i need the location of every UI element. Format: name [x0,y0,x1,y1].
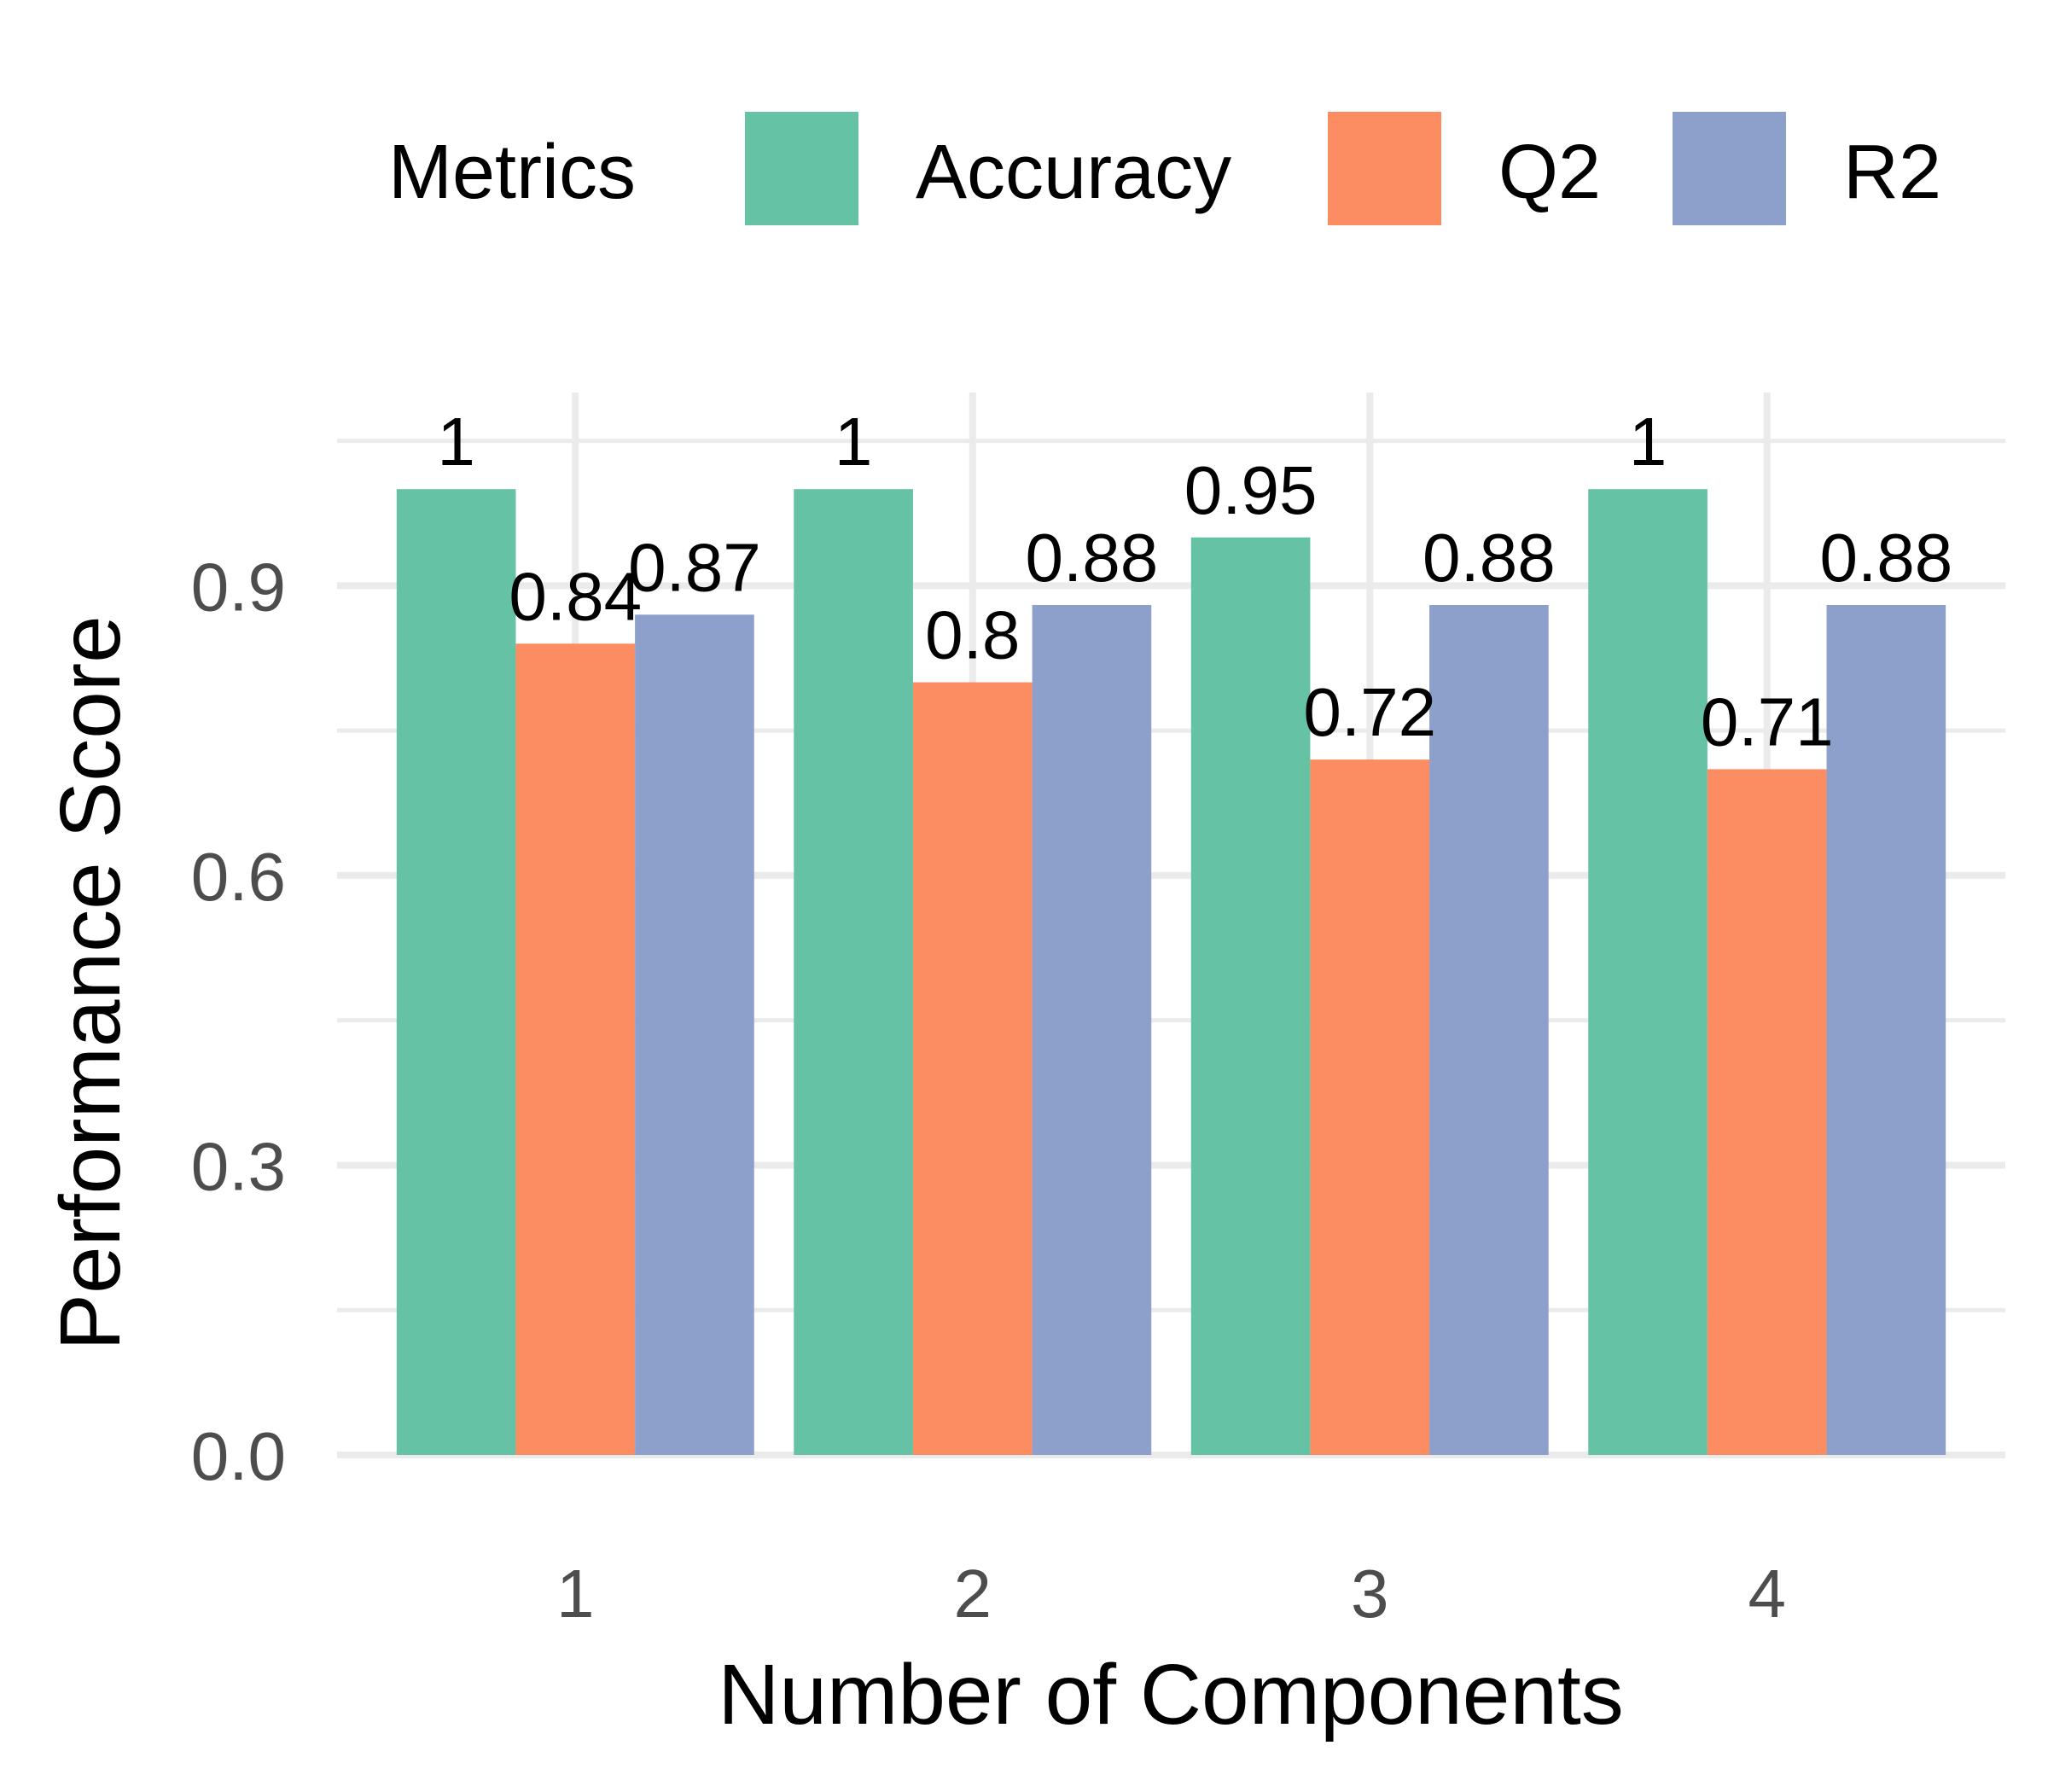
data-label: 0.88 [1820,520,1953,596]
data-label: 0.8 [925,597,1020,673]
y-axis-title: Performance Score [43,615,138,1350]
axis-ticks: 0.0 0.3 0.6 0.9 1 2 3 4 [191,549,1786,1632]
bar-r2-1 [635,614,754,1455]
legend-key-r2 [1673,112,1786,225]
legend-key-q2 [1328,112,1441,225]
data-label: 1 [437,404,475,480]
bar-r2-2 [1032,605,1152,1455]
data-label: 0.87 [628,529,761,605]
legend-key-accuracy [745,112,858,225]
bar-accuracy-3 [1190,537,1311,1455]
y-tick-label: 0.9 [191,549,286,625]
bar-q2-1 [515,643,636,1455]
bar-q2-4 [1707,769,1827,1455]
x-tick-label: 2 [954,1556,992,1632]
data-label: 0.71 [1701,684,1834,759]
bar-r2-3 [1429,605,1549,1455]
bar-q2-3 [1310,759,1430,1455]
x-axis-title: Number of Components [718,1647,1624,1743]
bar-r2-4 [1826,605,1946,1455]
y-tick-label: 0.3 [191,1128,286,1204]
bar-accuracy-4 [1588,489,1708,1455]
bar-accuracy-1 [396,489,516,1455]
legend-label: Q2 [1498,130,1601,215]
data-label: 1 [835,404,873,480]
x-tick-label: 4 [1748,1556,1786,1632]
data-label: 0.88 [1026,520,1159,596]
legend-title: Metrics [388,130,636,215]
legend-label: R2 [1843,130,1941,215]
legend-label: Accuracy [916,130,1231,215]
data-label: 0.72 [1303,674,1436,750]
y-tick-label: 0.6 [191,839,286,915]
data-label: 1 [1629,404,1667,480]
x-tick-label: 3 [1351,1556,1389,1632]
y-tick-label: 0.0 [191,1418,286,1494]
x-tick-label: 1 [556,1556,595,1632]
bar-q2-2 [912,682,1033,1455]
data-label: 0.95 [1184,452,1318,528]
bar-accuracy-2 [794,489,913,1455]
legend: Metrics Accuracy Q2 R2 [388,112,1941,225]
bars [396,489,1946,1455]
data-label: 0.84 [509,558,642,634]
data-labels: 1 1 0.95 1 0.84 0.8 0.72 0.71 0.87 0.88 0.88 0.88 [437,404,1952,759]
data-label: 0.88 [1423,520,1556,596]
